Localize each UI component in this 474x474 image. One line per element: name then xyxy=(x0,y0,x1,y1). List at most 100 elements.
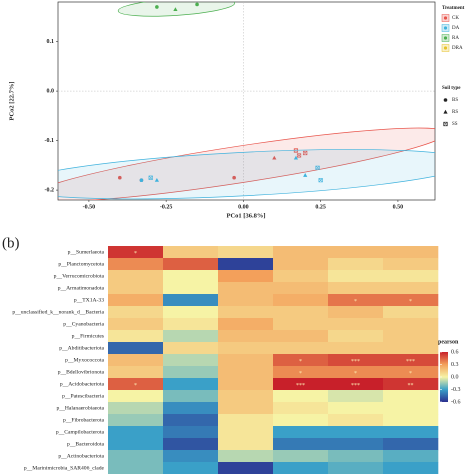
heatmap-cell xyxy=(383,342,439,355)
heatmap-cell xyxy=(328,282,384,295)
heatmap-cell xyxy=(328,354,384,367)
x-tick-label: 0.25 xyxy=(315,204,326,210)
point xyxy=(139,178,144,182)
heatmap-cell xyxy=(218,342,274,355)
plot-area xyxy=(58,2,435,200)
heatmap-cell xyxy=(383,450,439,463)
colorbar-tick-label: -0.6 xyxy=(451,399,461,405)
heatmap-cell xyxy=(328,258,384,271)
point xyxy=(303,173,308,177)
heatmap-cell xyxy=(383,258,439,271)
heatmap-cell xyxy=(163,366,219,379)
heatmap-cell xyxy=(383,354,439,367)
heatmap-cell xyxy=(108,330,164,343)
heatmap-cell xyxy=(328,270,384,283)
point xyxy=(148,175,153,180)
heatmap-cell xyxy=(218,402,274,415)
point xyxy=(315,165,320,170)
row-label: p__Acidobacteriota xyxy=(60,381,105,387)
heatmap-cell xyxy=(273,282,329,295)
row-label: p__Campilobacterota xyxy=(56,429,105,435)
heatmap-cell xyxy=(163,306,219,319)
heatmap-cell xyxy=(328,402,384,415)
heatmap-cell xyxy=(383,426,439,439)
row-label: p__Cyanobacteria xyxy=(63,321,104,327)
heatmap-cell xyxy=(328,294,384,307)
heatmap-cell xyxy=(273,438,329,451)
significance-label: * xyxy=(299,359,302,365)
legend-title: Treatment xyxy=(442,6,465,11)
heatmap-cell xyxy=(328,426,384,439)
heatmap-cell xyxy=(383,438,439,451)
heatmap-cell xyxy=(328,462,384,474)
legend-label: CK xyxy=(452,16,459,21)
heatmap-cell xyxy=(273,318,329,331)
heatmap-cell xyxy=(108,270,164,283)
x-axis-title: PCo1 [36.8%] xyxy=(227,212,266,219)
row-label: p__Patescibacteria xyxy=(62,393,104,399)
heatmap-cell xyxy=(273,390,329,403)
row-label: p__Fibrobacterota xyxy=(63,417,105,423)
confidence-ellipse xyxy=(117,2,236,17)
heatmap-cell xyxy=(108,390,164,403)
heatmap-cell xyxy=(273,342,329,355)
row-label: p__Armatimonadota xyxy=(58,285,105,291)
heatmap-cell xyxy=(163,402,219,415)
significance-label: * xyxy=(354,299,357,305)
colorbar-tick-label: -0.3 xyxy=(451,387,461,393)
heatmap-cell xyxy=(273,366,329,379)
significance-label: *** xyxy=(296,383,305,389)
significance-label: * xyxy=(299,371,302,377)
row-label: p__Actinobacteriota xyxy=(58,453,104,459)
point xyxy=(155,5,159,9)
heatmap-cell xyxy=(218,390,274,403)
row-label: p__unclassified_k__norank_d__Bacteria xyxy=(12,308,104,315)
row-label: p__Sumerlaeota xyxy=(68,249,105,255)
heatmap-cell xyxy=(108,354,164,367)
heatmap-cell xyxy=(163,462,219,474)
heatmap-cell xyxy=(108,378,164,391)
legend-marker xyxy=(443,26,448,30)
heatmap-cell xyxy=(273,462,329,474)
heatmap-cell xyxy=(108,294,164,307)
heatmap-cell xyxy=(328,366,384,379)
heatmap-cell xyxy=(273,354,329,367)
heatmap-cell xyxy=(218,318,274,331)
heatmap-cell xyxy=(218,438,274,451)
heatmap-cell xyxy=(108,306,164,319)
heatmap-cell xyxy=(273,450,329,463)
heatmap-cell xyxy=(273,294,329,307)
heatmap-cell xyxy=(163,354,219,367)
heatmap-cell xyxy=(108,414,164,427)
heatmap-cell xyxy=(328,378,384,391)
x-tick-label: -0.50 xyxy=(83,204,96,210)
heatmap-cell xyxy=(328,306,384,319)
row-label: p__Abditibacteriota xyxy=(59,345,104,351)
row-label: p__Marinimicrobia_SAR406_clade xyxy=(24,465,105,471)
heatmap-cell xyxy=(108,318,164,331)
heatmap-cell xyxy=(218,246,274,259)
legend-label: DA xyxy=(452,26,460,31)
heatmap-cell xyxy=(273,270,329,283)
row-label: p__Halanaerobiaeota xyxy=(56,405,104,411)
colorbar-tick-label: 0.6 xyxy=(451,349,459,355)
heatmap-cell xyxy=(383,330,439,343)
legend-label: DRA xyxy=(452,46,463,51)
heatmap-cell xyxy=(273,306,329,319)
heatmap-cell xyxy=(273,414,329,427)
heatmap-cell xyxy=(273,330,329,343)
y-axis-title: PCo2 [22.7%] xyxy=(8,82,15,121)
heatmap-cell xyxy=(273,426,329,439)
row-label: p__Firmicutes xyxy=(72,333,104,339)
shape-legend-label: BS xyxy=(452,98,458,103)
heatmap-cell xyxy=(218,258,274,271)
heatmap-cell xyxy=(163,414,219,427)
row-label: p__Verrucomicrobiota xyxy=(54,273,105,279)
heatmap-cell xyxy=(163,246,219,259)
heatmap-cell xyxy=(383,282,439,295)
row-label: p__Bdellovibrionota xyxy=(58,369,105,375)
heatmap-cell xyxy=(163,390,219,403)
heatmap-cell xyxy=(218,306,274,319)
point xyxy=(296,153,302,158)
